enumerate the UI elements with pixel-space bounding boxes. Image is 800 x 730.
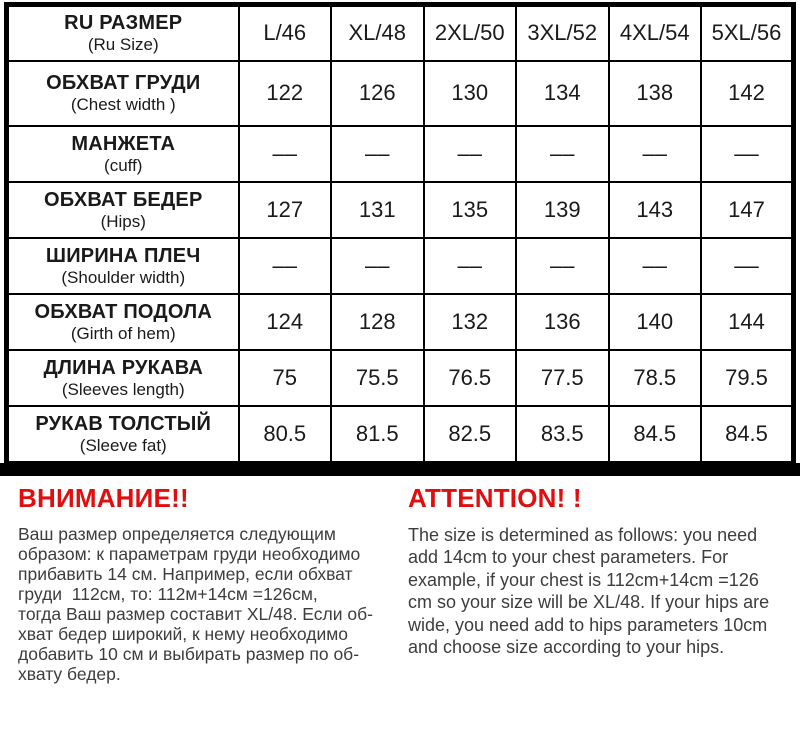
- measurement-cell: 144: [700, 292, 795, 351]
- measurement-cell: 84.5: [700, 404, 795, 463]
- measurement-cell: 127: [237, 180, 332, 239]
- table-row-sleeve-fat: РУКАВ ТОЛСТЫЙ (Sleeve fat) 80.5 81.5 82.…: [5, 404, 795, 463]
- table-row-hem: ОБХВАТ ПОДОЛА (Girth of hem) 124 128 132…: [5, 292, 795, 351]
- row-label-en: (Chest width ): [70, 95, 176, 114]
- size-table: RU РАЗМЕР (Ru Size) L/46 XL/48 2XL/50 3X…: [4, 2, 796, 463]
- measurement-cell: ––: [515, 124, 610, 183]
- row-label-ru: МАНЖЕТА: [71, 132, 176, 155]
- measurement-cell: ––: [515, 236, 610, 295]
- row-label-cell: МАНЖЕТА (cuff): [5, 124, 240, 183]
- table-row-shoulder: ШИРИНА ПЛЕЧ (Shoulder width) –– –– –– ––…: [5, 236, 795, 295]
- row-label-en: (Sleeve fat): [79, 435, 167, 455]
- measurement-cell: 139: [515, 180, 610, 239]
- measurement-cell: 126: [330, 59, 425, 127]
- warning-heading-en: ATTENTION! !: [408, 482, 582, 513]
- row-label-en: (Girth of hem): [70, 323, 176, 343]
- row-label-cell: ШИРИНА ПЛЕЧ (Shoulder width): [5, 236, 240, 295]
- measurement-cell: 138: [607, 59, 702, 127]
- row-label-ru: ШИРИНА ПЛЕЧ: [45, 244, 201, 267]
- measurement-cell: ––: [330, 236, 425, 295]
- measurement-cell: 79.5: [700, 348, 795, 407]
- column-header-size: 3XL/52: [515, 3, 610, 62]
- table-row-hips: ОБХВАТ БЕДЕР (Hips) 127 131 135 139 143 …: [5, 180, 795, 239]
- measurement-cell: 75: [237, 348, 332, 407]
- measurement-cell: 147: [700, 180, 795, 239]
- warning-text-en: The size is determined as follows: you n…: [408, 524, 770, 658]
- measurement-cell: 78.5: [607, 348, 702, 407]
- table-bottom-border: [0, 462, 800, 476]
- measurement-cell: ––: [237, 236, 332, 295]
- note-english: ATTENTION! ! The size is determined as f…: [408, 483, 790, 684]
- row-label-ru: ОБХВАТ ГРУДИ: [46, 72, 201, 94]
- measurement-cell: 81.5: [330, 404, 425, 463]
- row-label-ru: ДЛИНА РУКАВА: [43, 356, 204, 379]
- measurement-cell: 130: [422, 59, 517, 127]
- measurement-cell: 128: [330, 292, 425, 351]
- measurement-cell: 82.5: [422, 404, 517, 463]
- measurement-cell: 131: [330, 180, 425, 239]
- measurement-cell: 124: [237, 292, 332, 351]
- table-header-row: RU РАЗМЕР (Ru Size) L/46 XL/48 2XL/50 3X…: [5, 3, 795, 62]
- row-label-cell: ОБХВАТ ПОДОЛА (Girth of hem): [5, 292, 240, 351]
- row-label-cell: ОБХВАТ ГРУДИ (Chest width ): [5, 59, 240, 127]
- row-label-cell: ОБХВАТ БЕДЕР (Hips): [5, 180, 240, 239]
- row-label-ru: RU РАЗМЕР: [64, 12, 183, 35]
- measurement-cell: ––: [607, 236, 702, 295]
- measurement-cell: 134: [515, 59, 610, 127]
- row-label-ru: РУКАВ ТОЛСТЫЙ: [35, 412, 212, 435]
- warning-text-ru: Ваш размер определяется следующим образо…: [18, 523, 373, 684]
- column-header-size: 5XL/56: [700, 3, 795, 62]
- notes-section: ВНИМАНИЕ!! Ваш размер определяется следу…: [0, 476, 800, 684]
- measurement-cell: 143: [607, 180, 702, 239]
- row-label-cell: RU РАЗМЕР (Ru Size): [5, 3, 240, 62]
- column-header-size: L/46: [237, 3, 332, 62]
- measurement-cell: ––: [422, 124, 517, 183]
- measurement-cell: ––: [700, 124, 795, 183]
- measurement-cell: 83.5: [515, 404, 610, 463]
- row-label-ru: ОБХВАТ ПОДОЛА: [34, 300, 212, 323]
- row-label-ru: ОБХВАТ БЕДЕР: [44, 188, 203, 211]
- measurement-cell: ––: [330, 124, 425, 183]
- row-label-en: (Sleeves length): [61, 379, 185, 399]
- row-label-cell: РУКАВ ТОЛСТЫЙ (Sleeve fat): [5, 404, 240, 463]
- measurement-cell: 76.5: [422, 348, 517, 407]
- warning-heading-ru: ВНИМАНИЕ!!: [18, 482, 189, 513]
- row-label-en: (Ru Size): [87, 35, 159, 55]
- measurement-cell: ––: [422, 236, 517, 295]
- measurement-cell: ––: [237, 124, 332, 183]
- table-row-sleeve-length: ДЛИНА РУКАВА (Sleeves length) 75 75.5 76…: [5, 348, 795, 407]
- row-label-en: (cuff): [104, 155, 143, 175]
- row-label-en: (Shoulder width): [61, 267, 186, 287]
- measurement-cell: 80.5: [237, 404, 332, 463]
- column-header-size: 4XL/54: [607, 3, 702, 62]
- measurement-cell: 84.5: [607, 404, 702, 463]
- measurement-cell: 135: [422, 180, 517, 239]
- measurement-cell: 77.5: [515, 348, 610, 407]
- table-row-chest: ОБХВАТ ГРУДИ (Chest width ) 122 126 130 …: [5, 59, 795, 127]
- row-label-cell: ДЛИНА РУКАВА (Sleeves length): [5, 348, 240, 407]
- column-header-size: XL/48: [330, 3, 425, 62]
- measurement-cell: 122: [237, 59, 332, 127]
- note-russian: ВНИМАНИЕ!! Ваш размер определяется следу…: [18, 483, 394, 684]
- measurement-cell: 136: [515, 292, 610, 351]
- measurement-cell: 140: [607, 292, 702, 351]
- measurement-cell: 132: [422, 292, 517, 351]
- measurement-cell: ––: [700, 236, 795, 295]
- row-label-en: (Hips): [100, 211, 146, 231]
- table-row-cuff: МАНЖЕТА (cuff) –– –– –– –– –– ––: [5, 124, 795, 183]
- measurement-cell: 75.5: [330, 348, 425, 407]
- column-header-size: 2XL/50: [422, 3, 517, 62]
- measurement-cell: 142: [700, 59, 795, 127]
- measurement-cell: ––: [607, 124, 702, 183]
